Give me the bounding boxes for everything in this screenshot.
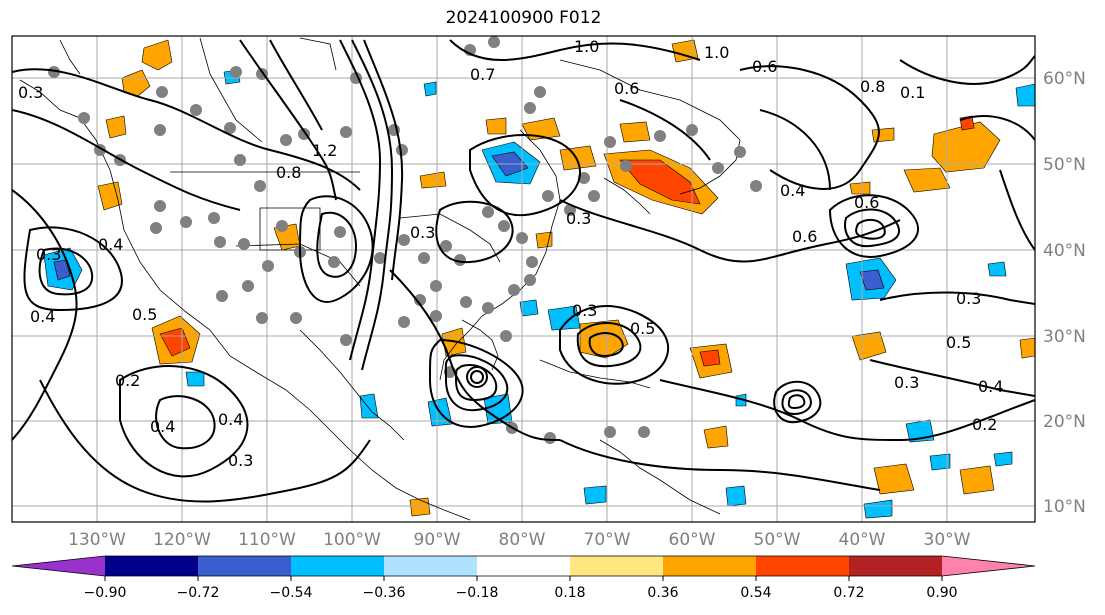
lon-label: 30°W — [924, 530, 971, 550]
lat-label: 30°N — [1043, 327, 1086, 347]
contour-label: 0.2 — [972, 415, 997, 434]
lon-label: 90°W — [414, 530, 461, 550]
map-title: 2024100900 F012 — [445, 8, 602, 28]
lat-label: 40°N — [1043, 241, 1086, 261]
contour-label: 0.2 — [115, 371, 140, 390]
colorbar-segment — [105, 556, 198, 576]
lon-label: 40°W — [839, 530, 886, 550]
contour-label: 0.1 — [900, 83, 925, 102]
contour-label: 0.7 — [470, 65, 495, 84]
contour-label: 0.4 — [150, 417, 175, 436]
contour-label: 0.3 — [956, 289, 981, 308]
contour-label: 0.3 — [18, 83, 43, 102]
contour-label: 0.3 — [36, 245, 61, 264]
colorbar-tick-label: −0.54 — [270, 585, 313, 601]
contour-label: 0.4 — [30, 307, 55, 326]
colorbar-segment — [384, 556, 477, 576]
contour-label: 0.4 — [218, 410, 243, 429]
lon-label: 120°W — [153, 530, 211, 550]
colorbar-segment — [663, 556, 756, 576]
contour-label: 1.0 — [574, 37, 599, 56]
colorbar-segment — [477, 556, 570, 576]
contour-label: 0.6 — [614, 79, 639, 98]
colorbar-tick-label: −0.18 — [456, 585, 499, 601]
lat-label: 50°N — [1043, 155, 1086, 175]
contour-label: 0.3 — [894, 373, 919, 392]
contour-label: 0.8 — [276, 163, 301, 182]
contour-label: 0.4 — [780, 181, 805, 200]
lat-label: 20°N — [1043, 412, 1086, 432]
colorbar-segment — [198, 556, 291, 576]
contour-label: 0.3 — [410, 223, 435, 242]
contour-label: 0.5 — [946, 333, 971, 352]
colorbar-segment — [570, 556, 663, 576]
lon-label: 60°W — [669, 530, 716, 550]
colorbar-tick-label: 0.72 — [833, 585, 864, 601]
lon-label: 70°W — [584, 530, 631, 550]
lon-label: 100°W — [323, 530, 381, 550]
colorbar-tick-label: 0.18 — [554, 585, 585, 601]
longitude-labels: 130°W 120°W 110°W 100°W 90°W 80°W 70°W 6… — [68, 530, 971, 550]
contour-label: 0.4 — [978, 377, 1003, 396]
contour-label: 0.3 — [228, 451, 253, 470]
colorbar-tick-label: −0.72 — [177, 585, 220, 601]
lon-label: 80°W — [499, 530, 546, 550]
colorbar-tick-label: 0.36 — [647, 585, 678, 601]
contour-label: 1.2 — [312, 141, 337, 160]
colorbar-segment — [849, 556, 942, 576]
latitude-labels: 60°N 50°N 40°N 30°N 20°N 10°N — [1043, 69, 1086, 517]
graticule — [12, 36, 1035, 522]
colorbar-tick-label: 0.54 — [740, 585, 771, 601]
colorbar-segment — [291, 556, 384, 576]
lat-label: 60°N — [1043, 69, 1086, 89]
contour-lines — [12, 39, 1035, 503]
contour-labels: 0.3 0.3 0.4 0.4 0.5 0.2 0.4 0.3 0.4 0.8 … — [18, 37, 1003, 470]
colorbar-segment — [756, 556, 849, 576]
contour-label: 0.6 — [854, 193, 879, 212]
contour-label: 0.8 — [860, 77, 885, 96]
contour-label: 0.5 — [132, 305, 157, 324]
contour-label: 0.5 — [630, 319, 655, 338]
map-frame — [11, 35, 1036, 523]
station-markers — [48, 36, 762, 444]
colorbar-tick-label: 0.90 — [926, 585, 957, 601]
contour-label: 0.6 — [792, 227, 817, 246]
contour-label: 0.3 — [572, 301, 597, 320]
lon-label: 110°W — [238, 530, 296, 550]
colorbar-segment — [12, 556, 105, 576]
lon-label: 130°W — [68, 530, 126, 550]
colorbar-tick-label: −0.36 — [363, 585, 406, 601]
colorbar-tick-label: −0.90 — [84, 585, 127, 601]
colorbar: −0.90 −0.72 −0.54 −0.36 −0.18 0.18 0.36 0.54 0.7… — [11, 555, 1036, 601]
contour-label: 0.6 — [752, 57, 777, 76]
shaded-anomalies — [43, 39, 1035, 519]
contour-label: 1.0 — [704, 43, 729, 62]
contour-label: 0.3 — [566, 209, 591, 228]
lat-label: 10°N — [1043, 497, 1086, 517]
contour-label: 0.4 — [98, 235, 123, 254]
colorbar-segment — [942, 556, 1035, 576]
lon-label: 50°W — [754, 530, 801, 550]
